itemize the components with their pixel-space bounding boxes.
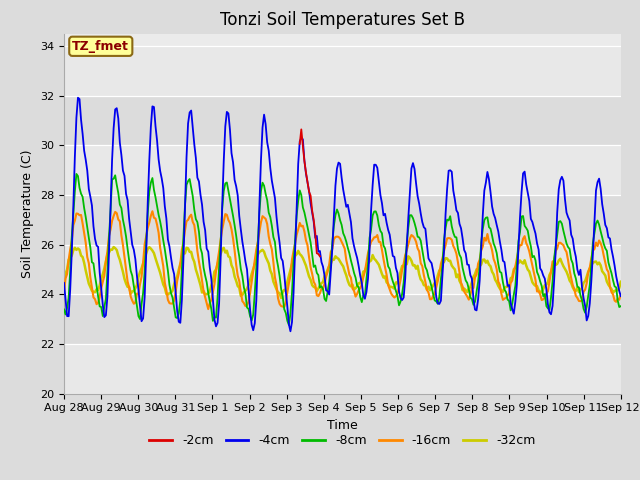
Bar bbox=[64, 145, 621, 195]
-4cm bbox=[60, 280, 68, 286]
Bar bbox=[64, 195, 621, 245]
Line: -2cm: -2cm bbox=[300, 129, 320, 256]
Line: -16cm: -16cm bbox=[64, 211, 621, 309]
X-axis label: Time: Time bbox=[327, 419, 358, 432]
-8cm bbox=[130, 283, 138, 289]
-8cm bbox=[285, 322, 292, 328]
-16cm bbox=[148, 208, 156, 214]
-4cm bbox=[74, 95, 82, 101]
-16cm bbox=[307, 264, 314, 270]
-8cm bbox=[60, 307, 68, 312]
-32cm bbox=[228, 263, 236, 268]
-32cm bbox=[255, 249, 263, 255]
-32cm bbox=[60, 278, 68, 284]
-32cm bbox=[277, 295, 285, 301]
-8cm bbox=[246, 313, 254, 319]
-32cm bbox=[246, 277, 254, 283]
Bar bbox=[64, 294, 621, 344]
-32cm bbox=[589, 260, 596, 266]
-4cm bbox=[255, 202, 263, 207]
-8cm bbox=[228, 205, 236, 211]
-4cm bbox=[287, 328, 294, 334]
-8cm bbox=[617, 303, 625, 309]
Bar bbox=[64, 344, 621, 394]
-4cm bbox=[246, 307, 254, 313]
-4cm bbox=[307, 200, 314, 206]
-2cm bbox=[303, 179, 311, 185]
-4cm bbox=[617, 293, 625, 299]
Bar bbox=[64, 245, 621, 294]
-32cm bbox=[130, 288, 138, 294]
-16cm bbox=[589, 248, 596, 253]
-4cm bbox=[589, 251, 596, 257]
Text: TZ_fmet: TZ_fmet bbox=[72, 40, 129, 53]
-16cm bbox=[248, 279, 255, 285]
-16cm bbox=[204, 306, 212, 312]
Title: Tonzi Soil Temperatures Set B: Tonzi Soil Temperatures Set B bbox=[220, 11, 465, 29]
Bar bbox=[64, 46, 621, 96]
Line: -8cm: -8cm bbox=[64, 174, 621, 325]
-8cm bbox=[255, 209, 263, 215]
-4cm bbox=[228, 150, 236, 156]
-32cm bbox=[110, 244, 118, 250]
-16cm bbox=[129, 298, 136, 303]
-8cm bbox=[72, 171, 80, 177]
Line: -32cm: -32cm bbox=[64, 247, 621, 298]
-4cm bbox=[130, 247, 138, 252]
Bar bbox=[64, 96, 621, 145]
-8cm bbox=[307, 240, 314, 245]
-16cm bbox=[60, 290, 68, 296]
-16cm bbox=[257, 219, 265, 225]
Legend: -2cm, -4cm, -8cm, -16cm, -32cm: -2cm, -4cm, -8cm, -16cm, -32cm bbox=[145, 429, 540, 452]
Line: -4cm: -4cm bbox=[64, 98, 621, 331]
-8cm bbox=[589, 240, 596, 246]
-16cm bbox=[617, 291, 625, 297]
-32cm bbox=[617, 279, 625, 285]
-16cm bbox=[229, 236, 237, 241]
-32cm bbox=[307, 277, 314, 283]
Y-axis label: Soil Temperature (C): Soil Temperature (C) bbox=[22, 149, 35, 278]
